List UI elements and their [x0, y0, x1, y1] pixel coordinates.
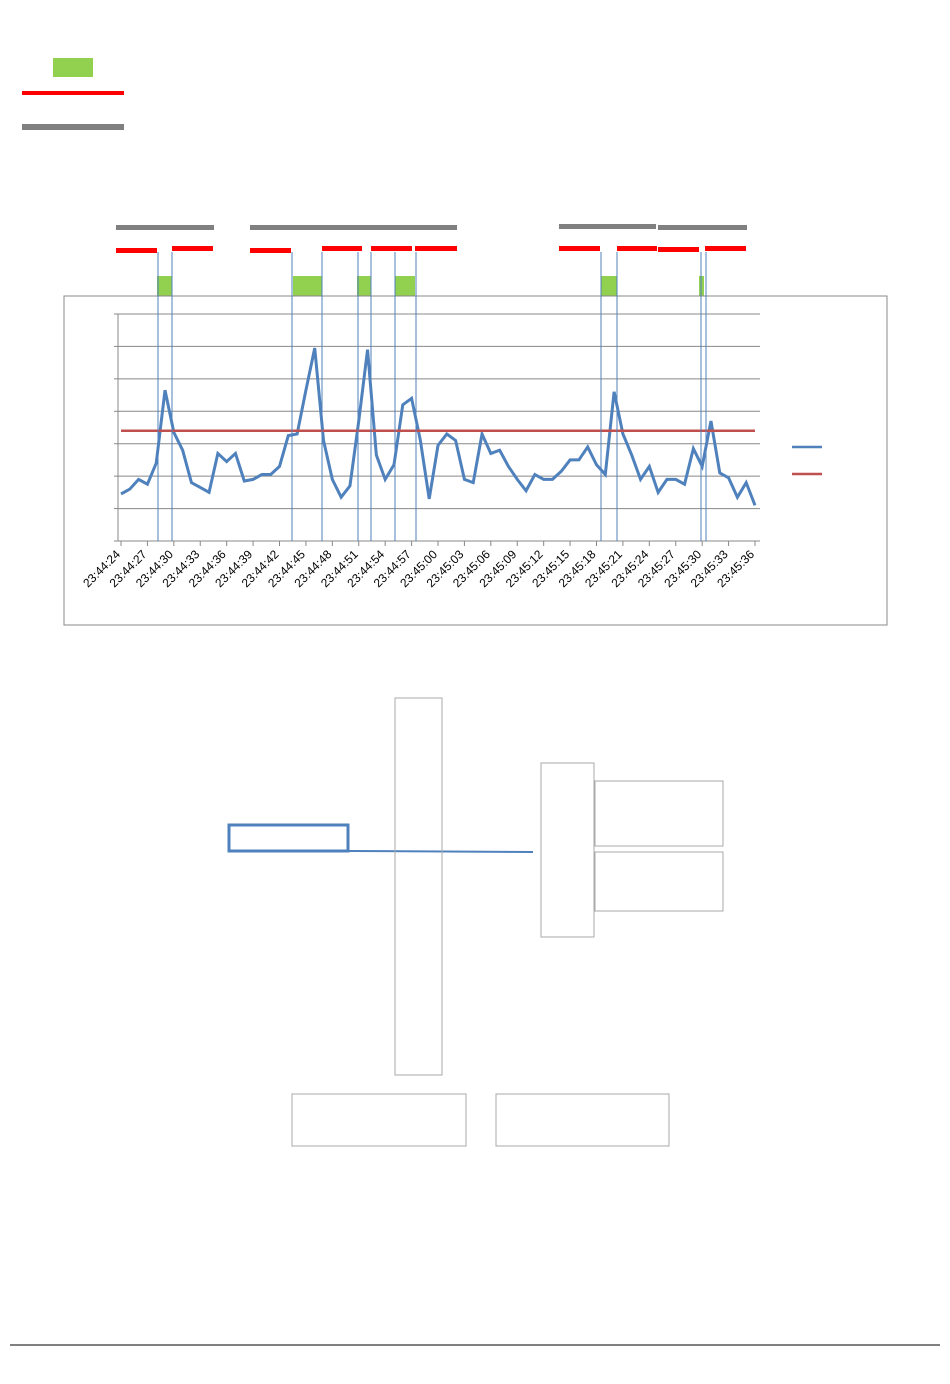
red-bar	[371, 246, 412, 251]
chart-frame	[63, 295, 888, 626]
red-bar	[705, 246, 746, 251]
green-key	[53, 58, 93, 77]
side-box	[540, 762, 595, 938]
red-bar	[250, 248, 291, 253]
gray-bar	[559, 224, 656, 229]
data-line	[120, 347, 757, 506]
source-box	[227, 823, 350, 853]
gray-bar	[250, 225, 457, 230]
plot	[120, 347, 757, 506]
green-box	[157, 276, 172, 296]
marker-lines	[157, 252, 707, 541]
diagram	[227, 697, 724, 1147]
red-bar	[559, 246, 600, 251]
red-bar	[322, 246, 362, 251]
red-bar	[617, 246, 657, 251]
legend	[792, 445, 822, 476]
info-box	[594, 780, 724, 847]
top-legend	[22, 58, 124, 130]
info-box	[594, 851, 724, 912]
red-bar	[172, 246, 213, 251]
green-box	[395, 276, 415, 296]
red-key	[22, 91, 124, 95]
gray-bar	[116, 225, 214, 230]
green-box	[601, 276, 617, 296]
green-box	[293, 276, 322, 296]
red-bar	[116, 248, 157, 253]
gray-key	[22, 124, 124, 130]
green-box	[357, 276, 371, 296]
red-bar	[658, 247, 699, 252]
green-boxes	[157, 276, 704, 296]
column-box	[394, 697, 443, 1076]
red-bars	[116, 246, 746, 253]
red-bar	[415, 246, 457, 251]
note-box	[495, 1093, 670, 1147]
gray-bar	[658, 225, 747, 230]
gray-bars	[116, 224, 747, 230]
connector	[347, 850, 534, 853]
note-box	[291, 1093, 467, 1147]
